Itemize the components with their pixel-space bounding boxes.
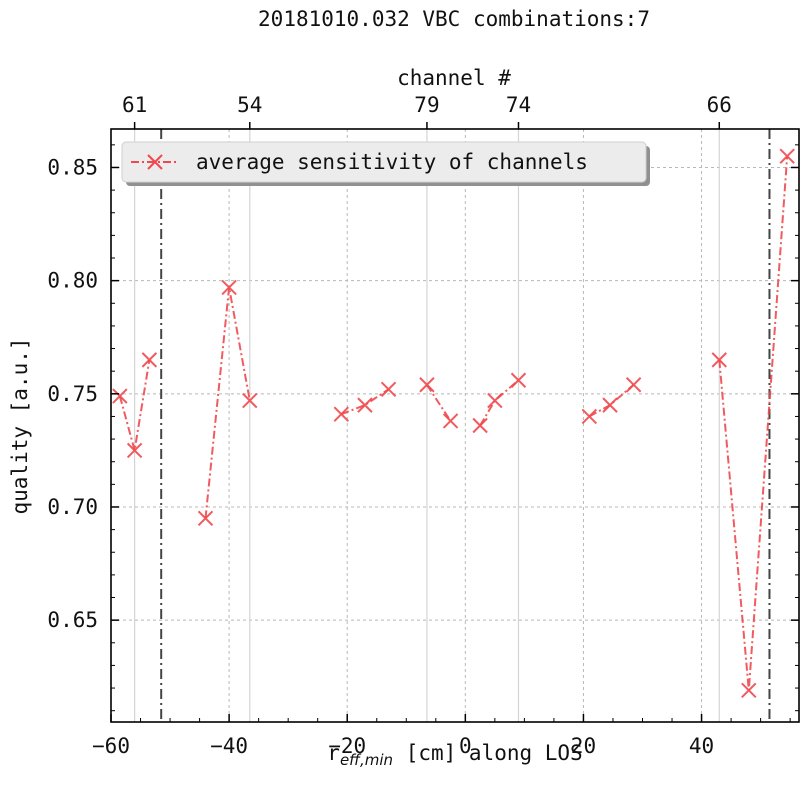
legend: average sensitivity of channels bbox=[121, 141, 650, 186]
series-line bbox=[426, 384, 452, 422]
data-point bbox=[419, 377, 435, 393]
y-axis-label: quality [a.u.] bbox=[8, 337, 32, 514]
data-point bbox=[602, 397, 618, 413]
x-tick-label: −20 bbox=[328, 734, 366, 758]
x-axis-label-sub: eff,min bbox=[340, 751, 393, 769]
y-tick-labels: 0.65 0.70 0.75 0.80 0.85 bbox=[47, 155, 98, 632]
separator-lines bbox=[160, 129, 771, 722]
x-axis-label: reff,min [cm] along LOS bbox=[327, 741, 582, 769]
top-tick-label: 61 bbox=[122, 93, 147, 117]
data-point bbox=[472, 417, 488, 434]
series-line bbox=[118, 359, 151, 451]
legend-label: average sensitivity of channels bbox=[196, 150, 588, 174]
data-point bbox=[741, 682, 757, 699]
data-point bbox=[711, 352, 727, 368]
x-tick-label: 40 bbox=[689, 734, 714, 758]
y-tick-label: 0.70 bbox=[47, 495, 98, 519]
data-point bbox=[510, 372, 527, 388]
data-point bbox=[126, 442, 143, 459]
plot-frame bbox=[110, 128, 800, 723]
series-line bbox=[204, 287, 251, 519]
x-tick-label: 20 bbox=[571, 734, 596, 758]
series-layer bbox=[112, 148, 795, 699]
top-tick-label: 54 bbox=[237, 93, 262, 117]
data-point bbox=[380, 381, 397, 397]
data-point bbox=[112, 388, 128, 404]
ticks-layer bbox=[110, 122, 799, 722]
data-point bbox=[242, 392, 258, 409]
data-point bbox=[221, 279, 237, 296]
chart-title: 20181010.032 VBC combinations:7 bbox=[258, 7, 650, 31]
top-axis-label: channel # bbox=[397, 66, 511, 90]
data-point bbox=[487, 392, 503, 409]
data-point bbox=[581, 408, 598, 425]
series-line bbox=[718, 156, 789, 691]
series-line bbox=[340, 388, 390, 416]
top-tick-labels: 61 54 79 74 66 bbox=[122, 93, 732, 117]
series-line bbox=[588, 384, 635, 418]
y-tick-label: 0.85 bbox=[47, 155, 98, 179]
channel-lines bbox=[134, 129, 720, 722]
data-point bbox=[141, 352, 158, 368]
data-point bbox=[779, 148, 795, 164]
data-point bbox=[442, 413, 459, 429]
x-tick-labels: −60 −40 −20 0 20 40 bbox=[92, 734, 714, 758]
data-point bbox=[357, 397, 373, 413]
data-point bbox=[625, 377, 642, 393]
top-tick-label: 79 bbox=[414, 93, 439, 117]
legend-marker-x bbox=[147, 154, 163, 170]
x-axis-label-main: r bbox=[327, 741, 340, 765]
top-tick-label: 66 bbox=[707, 93, 732, 117]
y-tick-label: 0.80 bbox=[47, 269, 98, 293]
legend-box bbox=[121, 141, 647, 183]
y-tick-label: 0.75 bbox=[47, 382, 98, 406]
x-tick-label: 0 bbox=[459, 734, 472, 758]
data-point bbox=[197, 510, 214, 527]
y-tick-label: 0.65 bbox=[47, 608, 98, 632]
top-tick-label: 74 bbox=[506, 93, 531, 117]
x-axis-label-rest: [cm] along LOS bbox=[393, 741, 583, 765]
data-point bbox=[333, 406, 350, 422]
x-tick-label: −60 bbox=[92, 734, 130, 758]
x-tick-label: −40 bbox=[210, 734, 248, 758]
